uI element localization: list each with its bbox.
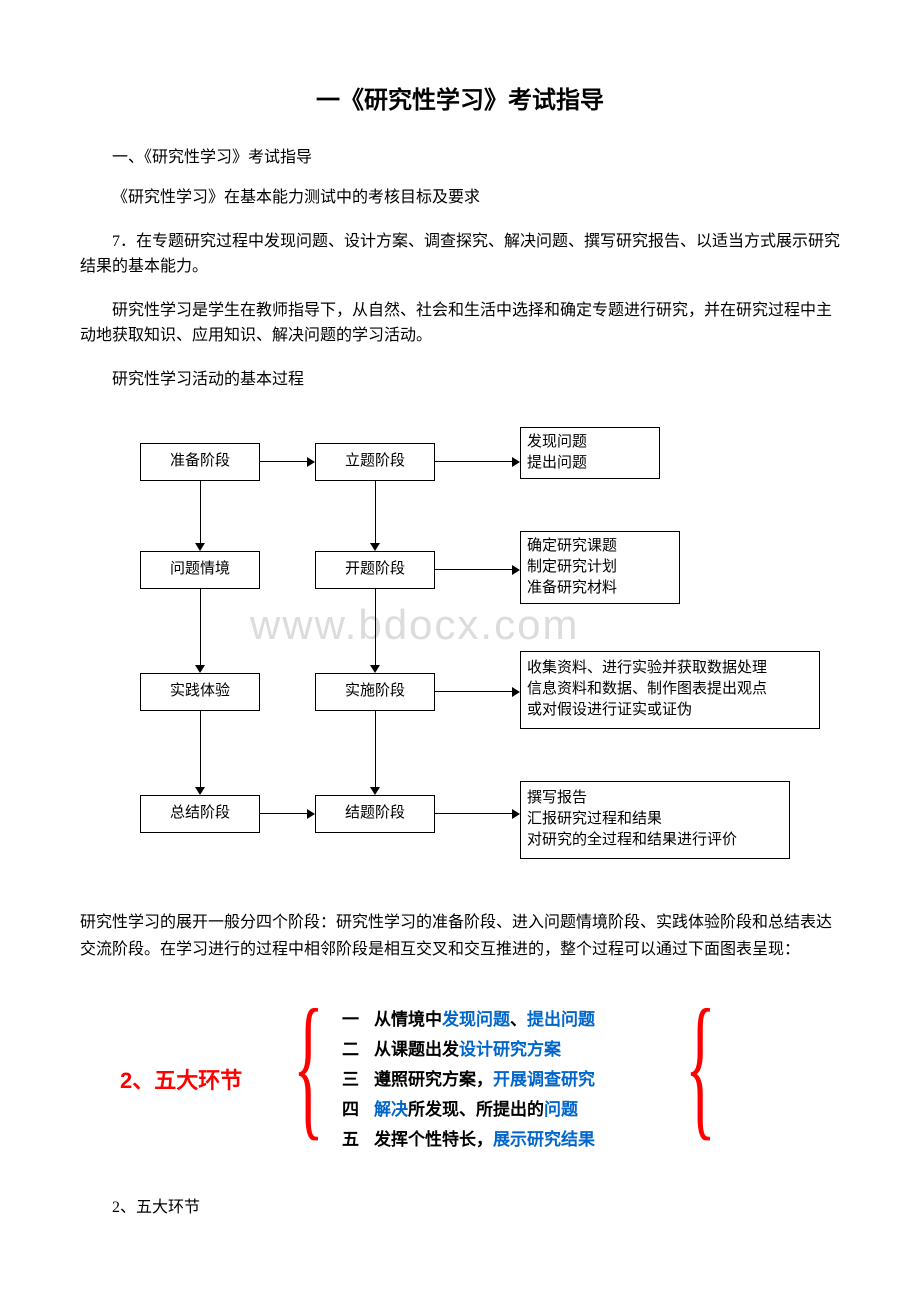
five-steps-row: 五发挥个性特长，展示研究结果 [342, 1125, 595, 1150]
flowchart-desc-box: 撰写报告 汇报研究过程和结果 对研究的全过程和结果进行评价 [520, 781, 790, 859]
paragraph-after-chart: 研究性学习的展开一般分四个阶段：研究性学习的准备阶段、进入问题情境阶段、实践体验… [80, 909, 840, 963]
flowchart-desc-box: 收集资料、进行实验并获取数据处理 信息资料和数据、制作图表提出观点 或对假设进行… [520, 651, 820, 729]
flowchart-diagram: www.bdocx.com 准备阶段问题情境实践体验总结阶段 立题阶段开题阶段实施… [80, 411, 840, 901]
caption-after: 2、五大环节 [80, 1193, 840, 1217]
flowchart-col1-box: 实践体验 [140, 673, 260, 711]
flowchart-col1-box: 总结阶段 [140, 795, 260, 833]
flowchart-col1-box: 问题情境 [140, 551, 260, 589]
paragraph-3: 研究性学习是学生在教师指导下，从自然、社会和生活中选择和确定专题进行研究，并在研… [80, 298, 840, 349]
bracket-left-icon: { [293, 985, 324, 1145]
watermark-text: www.bdocx.com [250, 601, 579, 649]
bracket-right-icon: { [685, 985, 716, 1145]
flowchart-col2-box: 实施阶段 [315, 673, 435, 711]
section-heading-1: 一、《研究性学习》考试指导 [80, 143, 840, 167]
paragraph-1: 《研究性学习》在基本能力测试中的考核目标及要求 [80, 185, 840, 211]
flowchart-col2-box: 开题阶段 [315, 551, 435, 589]
five-steps-row: 二从课题出发设计研究方案 [342, 1035, 561, 1060]
five-steps-row: 一从情境中发现问题、提出问题 [342, 1005, 595, 1030]
page-title: 一《研究性学习》考试指导 [80, 80, 840, 115]
flowchart-desc-box: 确定研究课题 制定研究计划 准备研究材料 [520, 531, 680, 604]
five-steps-label: 2、五大环节 [120, 1063, 242, 1095]
five-steps-row: 四解决所发现、所提出的问题 [342, 1095, 578, 1120]
flowchart-desc-box: 发现问题 提出问题 [520, 427, 660, 479]
paragraph-4: 研究性学习活动的基本过程 [80, 367, 840, 393]
five-steps-row: 三遵照研究方案，开展调查研究 [342, 1065, 595, 1090]
five-steps-diagram: 2、五大环节 { { 一从情境中发现问题、提出问题二从课题出发设计研究方案三遵照… [80, 993, 840, 1173]
flowchart-col2-box: 结题阶段 [315, 795, 435, 833]
flowchart-col1-box: 准备阶段 [140, 443, 260, 481]
flowchart-col2-box: 立题阶段 [315, 443, 435, 481]
paragraph-2: 7．在专题研究过程中发现问题、设计方案、调查探究、解决问题、撰写研究报告、以适当… [80, 229, 840, 280]
